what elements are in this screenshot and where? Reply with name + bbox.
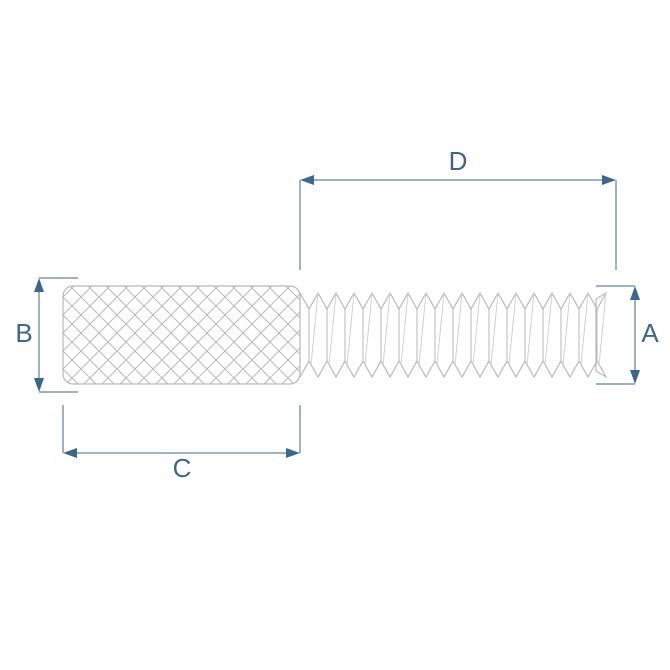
dimension-d (300, 180, 616, 270)
dimension-label-b: B (15, 318, 32, 348)
dimension-label-d: D (449, 146, 468, 176)
threaded-shaft (300, 293, 606, 377)
dimension-label-a: A (641, 318, 659, 348)
dimension-c (63, 405, 300, 453)
dimension-label-c: C (173, 453, 192, 483)
knurled-head (63, 286, 300, 384)
